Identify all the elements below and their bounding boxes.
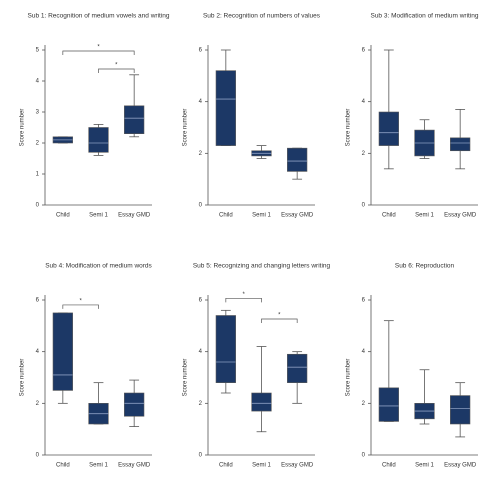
- y-tick-label: 6: [199, 48, 203, 54]
- y-tick-label: 6: [36, 298, 40, 304]
- significance-bracket: [98, 68, 135, 73]
- x-tick-label: Essay GMD: [281, 213, 314, 219]
- box: [450, 395, 471, 425]
- significance-label: *: [97, 45, 100, 51]
- significance-bracket: [62, 50, 135, 55]
- y-tick-label: 0: [362, 203, 366, 209]
- y-axis-label: Score number: [346, 359, 352, 397]
- significance-bracket: [261, 318, 298, 323]
- x-tick-label: Semi 1: [252, 463, 271, 469]
- box: [251, 392, 272, 412]
- panel-title: Sub 5: Recognizing and changing letters …: [193, 263, 331, 270]
- y-axis-label: Score number: [183, 359, 189, 397]
- x-tick-label: Essay GMD: [118, 213, 151, 219]
- panel-title: Sub 1: Recognition of medium vowels and …: [28, 13, 170, 20]
- significance-label: *: [79, 298, 82, 304]
- y-tick-label: 4: [199, 99, 203, 105]
- x-tick-label: Essay GMD: [281, 463, 314, 469]
- significance-label: *: [242, 292, 245, 298]
- y-tick-label: 2: [36, 401, 40, 407]
- y-axis-label: Score number: [346, 109, 352, 147]
- x-tick-label: Semi 1: [415, 463, 434, 469]
- box: [287, 147, 308, 172]
- y-tick-label: 4: [362, 349, 366, 355]
- significance-bracket: [225, 297, 262, 303]
- x-tick-label: Semi 1: [252, 213, 271, 219]
- panel-title: Sub 2: Recognition of numbers of values: [203, 13, 321, 20]
- box: [88, 127, 109, 153]
- box: [215, 315, 236, 383]
- x-tick-label: Semi 1: [415, 213, 434, 219]
- y-tick-label: 3: [36, 110, 40, 116]
- panel-title: Sub 4: Modification of medium words: [45, 263, 152, 270]
- y-tick-label: 4: [36, 349, 40, 355]
- box: [52, 312, 73, 391]
- y-tick-label: 1: [36, 172, 40, 178]
- y-tick-label: 0: [199, 203, 203, 209]
- box: [215, 70, 236, 146]
- x-tick-label: Child: [382, 213, 396, 219]
- box: [450, 137, 471, 152]
- box: [124, 105, 145, 135]
- box: [124, 392, 145, 417]
- y-tick-label: 0: [36, 453, 40, 459]
- y-tick-label: 2: [362, 151, 366, 157]
- x-tick-label: Child: [382, 463, 396, 469]
- y-tick-label: 4: [36, 79, 40, 85]
- x-tick-label: Essay GMD: [118, 463, 151, 469]
- y-tick-label: 2: [199, 151, 203, 157]
- y-axis-label: Score number: [20, 359, 26, 397]
- y-axis-label: Score number: [20, 109, 26, 147]
- y-axis-label: Score number: [183, 109, 189, 147]
- x-tick-label: Semi 1: [89, 213, 108, 219]
- y-tick-label: 6: [199, 298, 203, 304]
- box: [378, 387, 399, 422]
- x-tick-label: Child: [56, 463, 70, 469]
- panel-title: Sub 6: Reproduction: [395, 263, 455, 270]
- y-tick-label: 4: [199, 349, 203, 355]
- x-tick-label: Essay GMD: [444, 213, 477, 219]
- x-tick-label: Child: [219, 463, 233, 469]
- box: [378, 111, 399, 146]
- y-tick-label: 0: [199, 453, 203, 459]
- y-tick-label: 2: [199, 401, 203, 407]
- y-tick-label: 6: [362, 48, 366, 54]
- box: [287, 353, 308, 383]
- y-tick-label: 2: [362, 401, 366, 407]
- significance-bracket: [62, 304, 99, 309]
- x-tick-label: Essay GMD: [444, 463, 477, 469]
- significance-label: *: [278, 313, 281, 319]
- panel-title: Sub 3: Modification of medium writing: [370, 13, 478, 20]
- y-tick-label: 0: [36, 203, 40, 209]
- x-tick-label: Child: [219, 213, 233, 219]
- x-tick-label: Child: [56, 213, 70, 219]
- y-tick-label: 4: [362, 99, 366, 105]
- x-tick-label: Semi 1: [89, 463, 108, 469]
- y-tick-label: 0: [362, 453, 366, 459]
- y-tick-label: 2: [36, 141, 40, 147]
- y-tick-label: 6: [362, 298, 366, 304]
- y-tick-label: 5: [36, 48, 40, 54]
- significance-label: *: [115, 63, 118, 69]
